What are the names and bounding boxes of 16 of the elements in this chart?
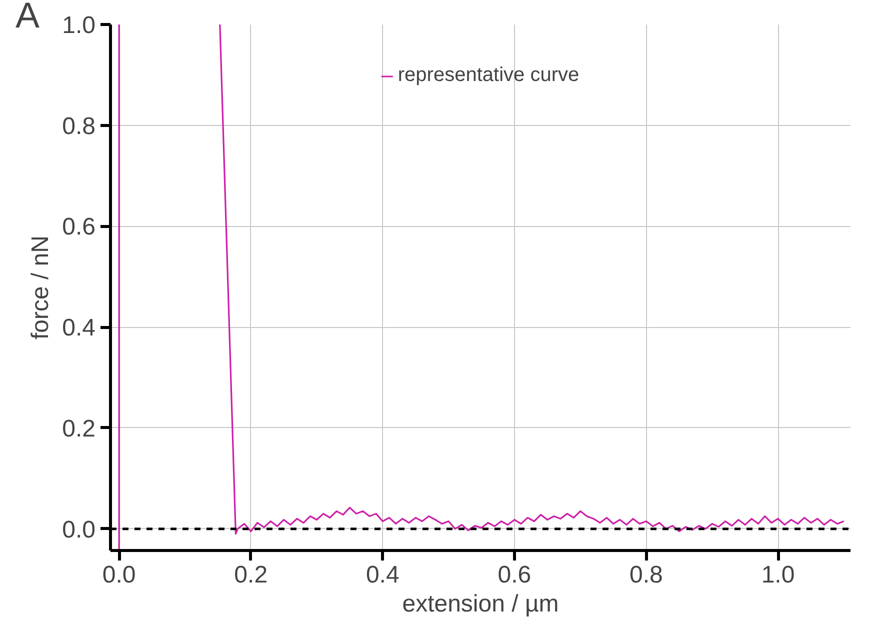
text: A	[16, 0, 40, 36]
y-tick-label: 0.8	[62, 112, 96, 140]
x-tick-label: 0.6	[498, 562, 532, 588]
x-tick-label: 0.2	[234, 562, 268, 588]
y-tick-label: 0.0	[62, 516, 96, 544]
x-tick-label: 0.8	[630, 562, 663, 588]
x-tick-label: 0.4	[366, 562, 400, 588]
y-axis-title: force / nN	[27, 235, 54, 340]
x-tick-label: 0.0	[102, 562, 136, 588]
x-axis-title: extension / µm	[402, 590, 559, 618]
y-tick-label: 0.6	[62, 214, 96, 241]
y-tick-label: 0.4	[62, 314, 96, 342]
y-tick-label: 0.2	[62, 415, 96, 442]
y-tick-label: 1.0	[62, 12, 96, 39]
legend-label: representative curve	[398, 64, 580, 87]
x-tick-label: 1.0	[761, 562, 795, 588]
